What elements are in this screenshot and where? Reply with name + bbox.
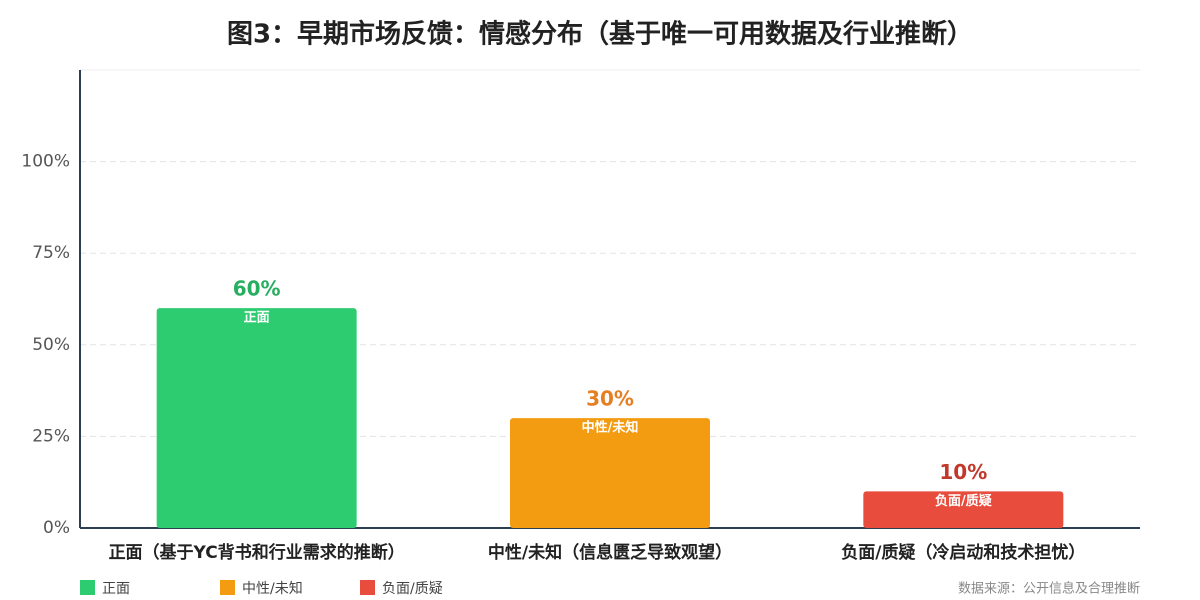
x-tick-label: 负面/质疑（冷启动和技术担忧） xyxy=(841,542,1085,563)
y-tick-label: 25% xyxy=(32,426,70,446)
bar xyxy=(510,418,710,528)
value-label: 10% xyxy=(939,460,987,484)
legend-label: 中性/未知 xyxy=(242,580,303,597)
x-tick-label: 正面（基于YC背书和行业需求的推断） xyxy=(109,542,405,563)
legend-swatch xyxy=(360,580,375,595)
value-label: 60% xyxy=(233,277,281,301)
legend-label: 正面 xyxy=(102,581,130,597)
chart-title: 图3：早期市场反馈：情感分布（基于唯一可用数据及行业推断） xyxy=(227,19,973,50)
y-tick-label: 100% xyxy=(21,152,70,172)
y-tick-label: 0% xyxy=(43,518,70,538)
legend-swatch xyxy=(80,580,95,595)
bar xyxy=(863,491,1064,528)
x-tick-label: 中性/未知（信息匮乏导致观望） xyxy=(488,542,732,563)
y-tick-label: 75% xyxy=(32,243,70,263)
source-note: 数据来源：公开信息及合理推断 xyxy=(958,581,1140,597)
legend-label: 负面/质疑 xyxy=(382,581,443,597)
bar xyxy=(156,308,357,528)
bar-inner-label: 负面/质疑 xyxy=(935,493,992,509)
bar-inner-label: 正面 xyxy=(244,311,270,326)
value-label: 30% xyxy=(586,387,634,411)
bar-inner-label: 中性/未知 xyxy=(582,420,639,436)
legend-swatch xyxy=(220,580,235,595)
y-tick-label: 50% xyxy=(32,335,70,355)
